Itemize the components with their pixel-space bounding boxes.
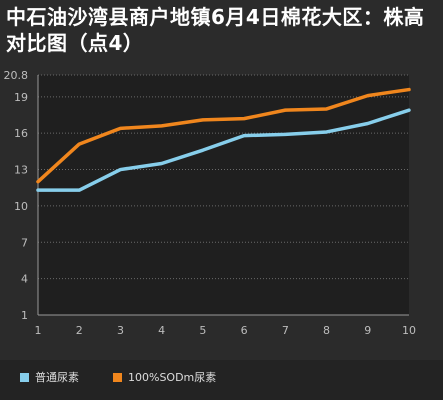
chart-title: 中石油沙湾县商户地镇6月4日棉花大区：株高对比图（点4）	[6, 5, 425, 55]
series-line-1	[36, 108, 411, 192]
y-tick-label: 10	[14, 200, 28, 213]
tick-labels: 1 4 7 10 13 16 19 20.8 1 2 3 4 5 6 7 8 9 10	[4, 69, 417, 337]
x-tick-label: 10	[402, 324, 416, 337]
line-chart: 1 4 7 10 13 16 19 20.8 1 2 3 4 5 6 7 8 9 10	[4, 69, 417, 337]
y-tick-label: 13	[14, 164, 28, 177]
x-tick-label: 3	[117, 324, 124, 337]
series-line-2	[36, 87, 411, 184]
series-lines	[36, 87, 411, 192]
legend	[0, 360, 443, 400]
y-tick-label: 4	[21, 273, 28, 286]
x-tick-label: 2	[76, 324, 83, 337]
y-tick-label: 16	[14, 127, 28, 140]
legend-swatch-series-1	[20, 372, 29, 382]
legend-label-series-2: 100%SODm尿素	[128, 371, 217, 384]
x-tick-label: 1	[35, 324, 42, 337]
axes	[37, 75, 409, 316]
legend-item-series-2: 100%SODm尿素	[113, 370, 216, 384]
x-tick-label: 6	[241, 324, 248, 337]
y-tick-label: 20.8	[4, 69, 29, 82]
x-tick-label: 5	[199, 324, 206, 337]
y-tick-label: 19	[14, 91, 28, 104]
y-tick-label: 7	[21, 236, 28, 249]
y-tick-label: 1	[21, 309, 28, 322]
x-tick-label: 7	[282, 324, 289, 337]
legend-swatch-series-2	[113, 372, 122, 382]
legend-label-series-1: 普通尿素	[35, 371, 79, 384]
x-tick-label: 9	[364, 324, 371, 337]
x-tick-label: 8	[323, 324, 330, 337]
x-tick-label: 4	[158, 324, 165, 337]
plot-area	[38, 75, 409, 315]
legend-item-series-1: 普通尿素	[20, 370, 79, 384]
